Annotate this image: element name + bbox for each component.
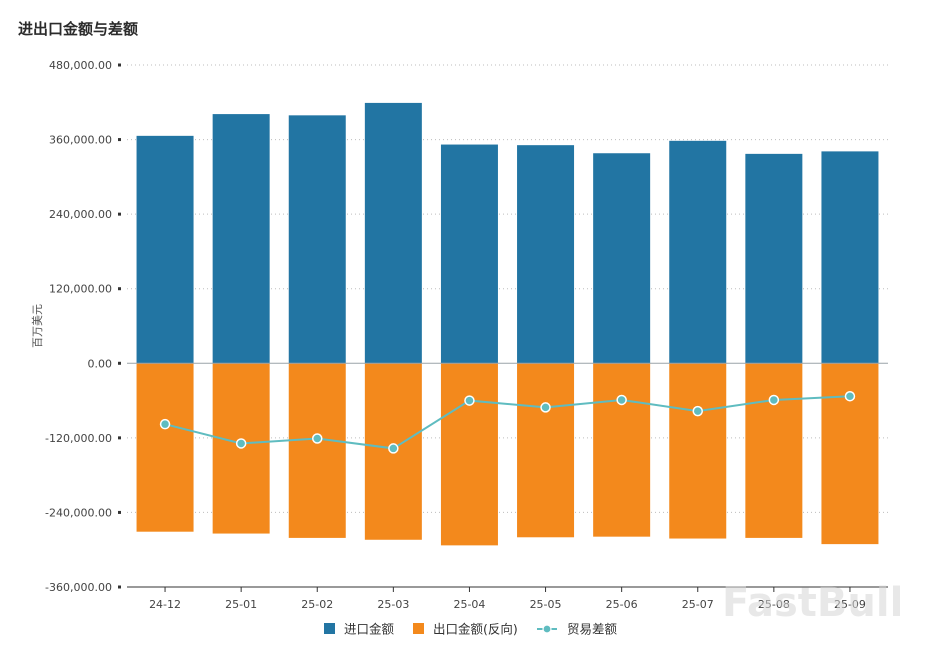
x-tick-label: 25-03 xyxy=(377,598,409,611)
y-tick-label: 360,000.00 xyxy=(49,134,112,147)
y-tick-label: -360,000.00 xyxy=(45,581,112,594)
balance-point xyxy=(692,405,703,417)
legend-label: 出口金额(反向) xyxy=(433,622,518,637)
import-bar xyxy=(821,151,879,364)
import-bar xyxy=(517,145,575,364)
balance-line xyxy=(159,390,856,454)
bars xyxy=(136,102,879,546)
import-bar xyxy=(364,102,422,364)
balance-line-path xyxy=(164,395,850,450)
legend: 进口金额 出口金额(反向) 贸易差额 xyxy=(324,622,618,637)
y-axis-title: 百万美元 xyxy=(31,304,44,348)
legend-label: 进口金额 xyxy=(344,622,395,637)
y-tick-mark xyxy=(118,212,121,216)
balance-point xyxy=(159,418,171,430)
legend-swatch xyxy=(413,623,424,634)
y-tick-label: 240,000.00 xyxy=(49,208,112,221)
x-tick-label: 25-02 xyxy=(301,598,333,611)
y-tick-mark xyxy=(118,361,121,365)
legend-swatch xyxy=(324,623,335,634)
y-axis: 480,000.00 360,000.00 240,000.00 120,000.00… xyxy=(45,59,121,594)
x-tick-label: 25-06 xyxy=(606,598,638,611)
export-bar xyxy=(440,363,498,546)
x-tick-label: 25-01 xyxy=(225,598,257,611)
y-tick-label: 0.00 xyxy=(88,357,113,370)
balance-point xyxy=(235,438,247,449)
x-tick-label: 25-07 xyxy=(682,598,714,611)
import-bar xyxy=(669,140,727,364)
y-tick-mark xyxy=(118,63,121,67)
x-tick-label: 24-12 xyxy=(149,598,181,611)
import-bar xyxy=(288,115,346,364)
y-tick-mark xyxy=(118,287,121,291)
x-axis: 24-12 25-01 25-02 25-03 25-04 25-05 25-06 25-07… xyxy=(127,586,888,611)
import-bar xyxy=(136,135,194,364)
balance-point xyxy=(540,402,551,413)
legend-balance[interactable]: 贸易差额 xyxy=(537,622,618,637)
legend-export[interactable]: 出口金额(反向) xyxy=(413,622,518,637)
balance-point xyxy=(768,394,780,406)
y-tick-label: 480,000.00 xyxy=(49,59,112,72)
export-bar xyxy=(288,363,346,538)
y-tick-label: -240,000.00 xyxy=(45,506,112,519)
legend-import[interactable]: 进口金额 xyxy=(324,622,395,637)
y-tick-mark xyxy=(118,436,121,440)
y-tick-label: 120,000.00 xyxy=(49,283,112,296)
export-bar xyxy=(669,363,727,539)
export-bar xyxy=(821,363,879,545)
x-tick-label: 25-05 xyxy=(530,598,562,611)
y-tick-label: -120,000.00 xyxy=(45,432,112,445)
export-bar xyxy=(517,363,575,538)
x-tick-label: 25-09 xyxy=(834,598,866,611)
export-bar xyxy=(136,363,194,532)
watermark-logo: FastBull xyxy=(722,580,903,626)
balance-point xyxy=(844,390,856,402)
balance-point xyxy=(464,395,475,406)
import-bar xyxy=(593,153,651,364)
x-tick-label: 25-08 xyxy=(758,598,790,611)
y-tick-mark xyxy=(118,585,121,589)
legend-swatch-dot xyxy=(542,624,552,634)
export-bar xyxy=(593,363,651,537)
y-tick-mark xyxy=(118,510,121,514)
chart-title: 进出口金额与差额 xyxy=(18,20,139,38)
x-tick-label: 25-04 xyxy=(453,598,485,611)
balance-point xyxy=(312,433,323,444)
balance-point xyxy=(616,394,627,406)
y-tick-mark xyxy=(118,138,121,142)
import-bar xyxy=(745,153,803,364)
legend-label: 贸易差额 xyxy=(567,622,618,637)
import-bar xyxy=(212,114,270,364)
export-bar xyxy=(745,363,803,538)
import-bar xyxy=(440,144,498,364)
balance-point xyxy=(388,443,399,454)
